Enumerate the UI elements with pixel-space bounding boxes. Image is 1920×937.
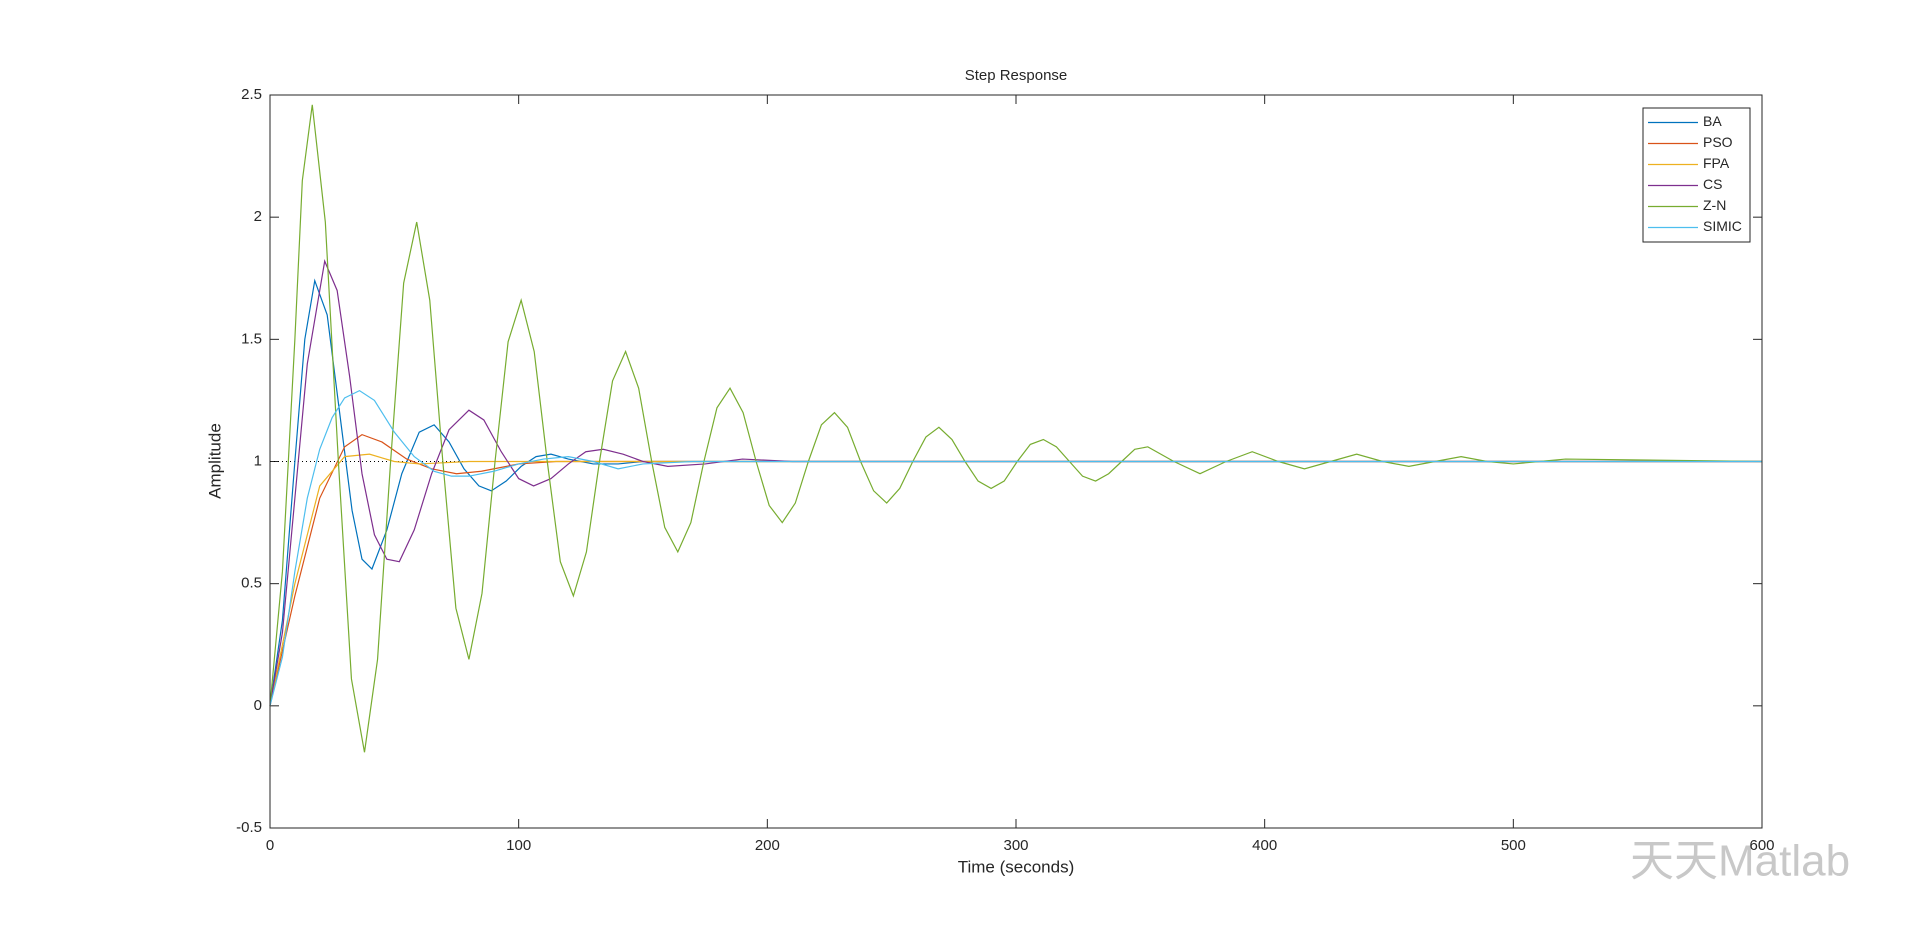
y-tick-label: 2.5: [241, 86, 262, 103]
chart-title: Step Response: [965, 67, 1068, 84]
watermark: 天天Matlab: [1630, 837, 1850, 886]
series-line: [269, 104, 1763, 753]
legend-label: SIMIC: [1703, 218, 1742, 234]
legend-box: [1642, 107, 1751, 243]
x-tick-label: 0: [266, 837, 274, 854]
y-axis-label: Amplitude: [205, 423, 224, 499]
x-tick-label: 400: [1252, 837, 1277, 854]
x-tick-label: 100: [506, 837, 531, 854]
legend-label: FPA: [1703, 155, 1730, 171]
series-line: [269, 389, 1762, 706]
y-tick-label: -0.5: [236, 819, 262, 836]
x-tick-label: 600: [1749, 837, 1774, 854]
legend-label: Z-N: [1703, 197, 1726, 213]
legend-label: BA: [1703, 113, 1722, 129]
y-tick-label: 0.5: [241, 575, 262, 592]
x-tick-label: 300: [1003, 837, 1028, 854]
x-axis-label: Time (seconds): [958, 857, 1075, 876]
y-tick-label: 0: [254, 697, 262, 714]
y-tick-label: 1: [254, 452, 262, 469]
x-tick-label: 500: [1501, 837, 1526, 854]
x-tick-label: 200: [755, 837, 780, 854]
series-line: [269, 259, 1762, 706]
series-line: [269, 453, 1762, 706]
y-tick-label: 1.5: [241, 330, 262, 347]
axes-box: [269, 94, 1763, 829]
plot: [269, 94, 1763, 829]
legend-label: PSO: [1703, 134, 1733, 150]
legend-label: CS: [1703, 176, 1722, 192]
legend: BA PSO FPA CS Z-N SIMIC: [1642, 107, 1751, 243]
y-tick-label: 2: [254, 208, 262, 225]
